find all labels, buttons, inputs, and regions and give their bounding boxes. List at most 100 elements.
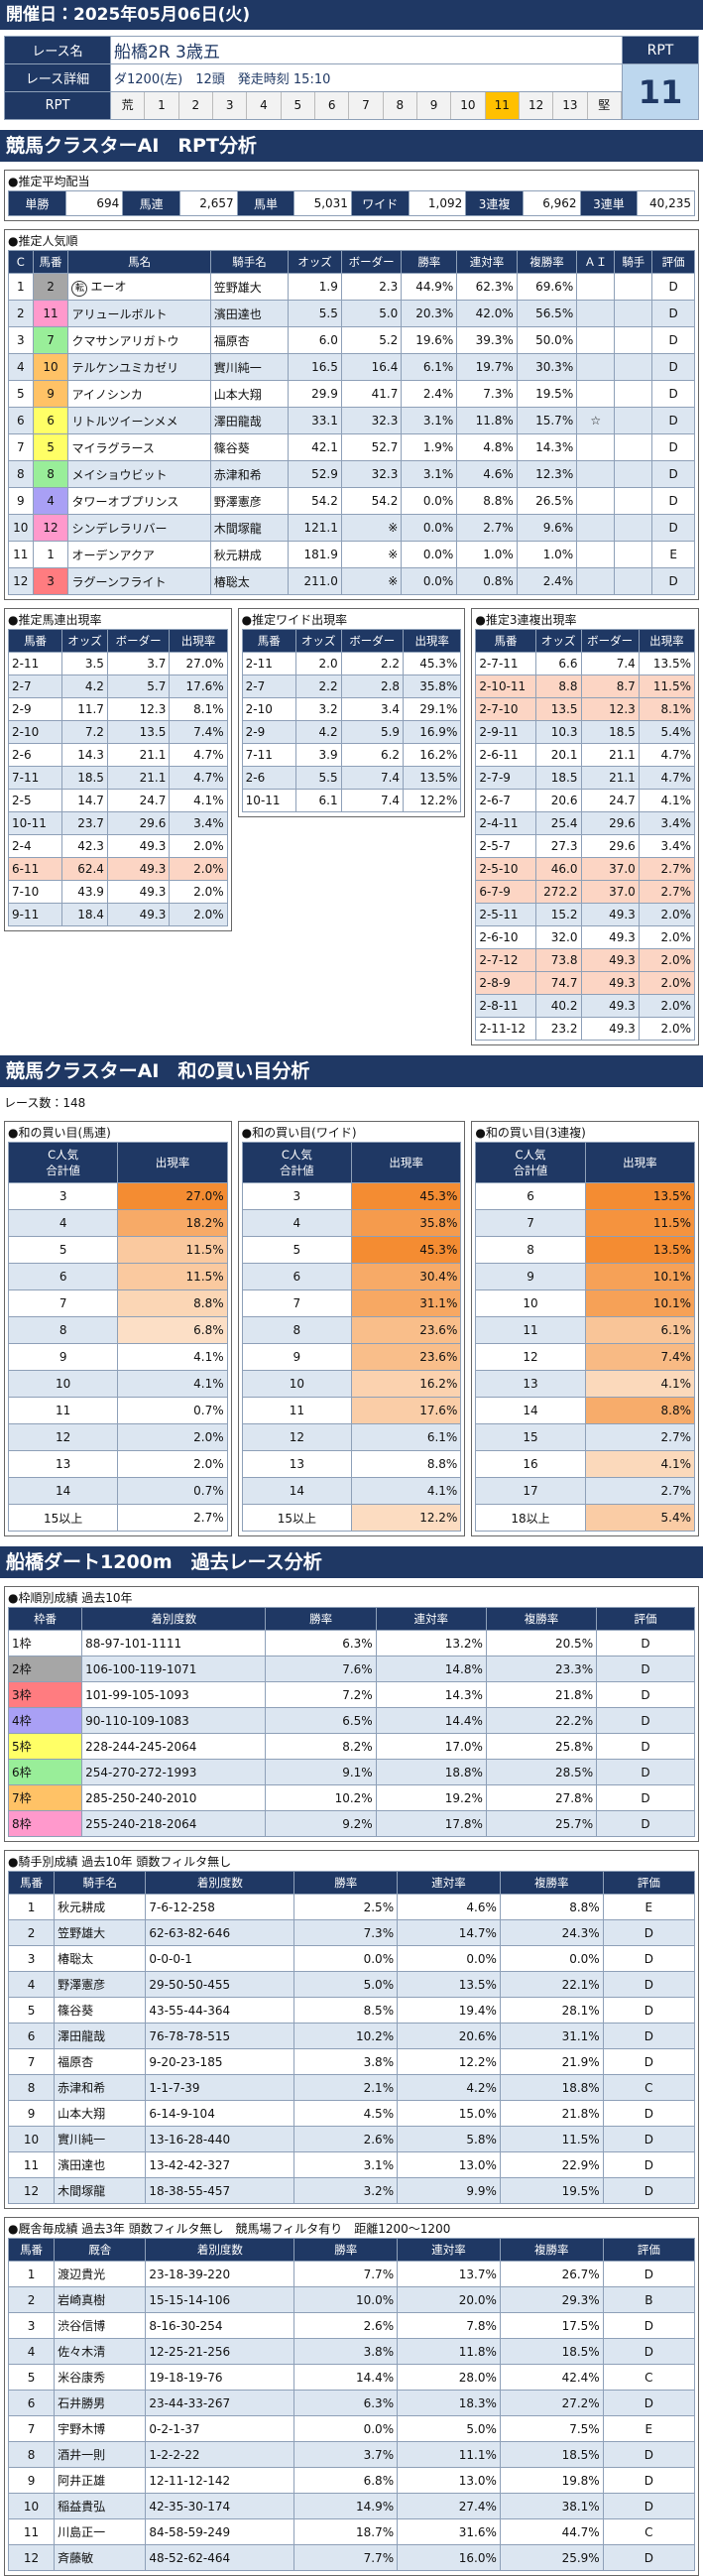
table-row: 9 23.6% bbox=[241, 1343, 462, 1371]
payout-value: 1,092 bbox=[408, 190, 467, 216]
panel: ●推定3連複出現率 馬番 オッズ ボーダー 出現率 2-7-11 6.6 7.4 13.5% 2-… bbox=[471, 608, 700, 1045]
table-cell: 8.8% bbox=[499, 1894, 604, 1920]
table-cell: 2 bbox=[32, 273, 69, 301]
table-cell: 6 bbox=[241, 1263, 353, 1290]
table-cell: 2-10 bbox=[241, 697, 296, 721]
table-row: 9 4 タワーオブプリンス 野澤憲彦 54.2 54.2 0.0% 8.8% 26.5% D bbox=[8, 487, 695, 515]
table-cell: 3.4% bbox=[169, 811, 228, 835]
table-cell: 7 bbox=[475, 1209, 586, 1237]
table-cell bbox=[614, 353, 653, 381]
table-cell: 2-9-11 bbox=[475, 720, 536, 744]
table-cell: 7枠 bbox=[7, 1784, 83, 1811]
table-row: 7 31.1% bbox=[241, 1289, 462, 1317]
table-cell: 2.7% bbox=[584, 1423, 696, 1451]
table-cell: 254-270-272-1993 bbox=[81, 1759, 267, 1785]
table-cell: 2.4% bbox=[401, 380, 458, 408]
table-row: 2-11-12 23.2 49.3 2.0% bbox=[475, 1017, 696, 1041]
table-cell: 12.2% bbox=[397, 2048, 501, 2075]
table-cell: 13-42-42-327 bbox=[145, 2151, 295, 2178]
table-cell: 秋元耕成 bbox=[54, 1894, 147, 1920]
table-cell: ※ bbox=[340, 514, 403, 542]
table-cell: 2-6 bbox=[7, 743, 63, 767]
table-row: 3 渋谷信博 8-16-30-254 2.6% 7.8% 17.5% D bbox=[7, 2312, 696, 2339]
rpt-scale-step: 12 bbox=[519, 92, 554, 119]
table-row: 10-11 6.1 7.4 12.2% bbox=[241, 789, 462, 812]
payout-value: 40,235 bbox=[637, 190, 695, 216]
table-cell: 5.0% bbox=[397, 2415, 501, 2442]
table-row: 18以上 5.4% bbox=[475, 1504, 696, 1532]
table-cell: D bbox=[602, 1945, 696, 1972]
table-cell: 29.1% bbox=[403, 697, 462, 721]
table-cell: 10.2% bbox=[293, 2023, 399, 2049]
table-cell: 13 bbox=[475, 1370, 586, 1398]
table-cell: 1.9% bbox=[401, 433, 458, 461]
race-detail: ダ1200(左) 12頭 発走時刻 15:10 bbox=[110, 63, 623, 92]
table-cell: 12-25-21-256 bbox=[145, 2338, 295, 2365]
data-table: 馬番 オッズ ボーダー 出現率 2-11 3.5 3.7 27.0% 2-7 4.2 5.7 17.6… bbox=[7, 629, 228, 926]
table-cell: 篠谷葵 bbox=[209, 433, 290, 461]
table-cell: 2.7% bbox=[117, 1504, 228, 1532]
table-row: 8 13.5% bbox=[475, 1236, 696, 1264]
column-header: 騎手名 bbox=[54, 1871, 147, 1895]
table-row: 7 宇野木博 0-2-1-37 0.0% 5.0% 7.5% E bbox=[7, 2415, 696, 2442]
payout-value: 6,962 bbox=[522, 190, 581, 216]
data-table: 馬番 オッズ ボーダー 出現率 2-11 2.0 2.2 45.3% 2-7 2.2 2.8 35.8… bbox=[241, 629, 462, 812]
table-cell bbox=[614, 460, 653, 488]
table-cell: 10 bbox=[475, 1289, 586, 1317]
table-row: 7 5 マイラグラース 篠谷葵 42.1 52.7 1.9% 4.8% 14.3% D bbox=[8, 433, 695, 461]
table-cell: 121.1 bbox=[288, 514, 342, 542]
panel: ●和の買い目(3連複) C人気 合計値 出現率 6 13.5% 7 11.5% 8 13.5% 9 1… bbox=[471, 1121, 700, 1536]
table-cell: 2.7% bbox=[638, 880, 696, 904]
table-cell: 5.9 bbox=[340, 720, 405, 744]
table-row: 14 0.7% bbox=[7, 1477, 228, 1505]
table-cell: 2.8 bbox=[340, 675, 405, 698]
table-cell: D bbox=[596, 1656, 695, 1682]
table-row: 10 4.1% bbox=[7, 1370, 228, 1398]
table-row: 4 10 テルケンユミカゼリ 實川純一 16.5 16.4 6.1% 19.7% 30.3% D bbox=[8, 353, 695, 381]
table-cell bbox=[576, 273, 616, 301]
table-cell: 18以上 bbox=[475, 1504, 586, 1532]
table-cell: 18.8% bbox=[499, 2074, 604, 2101]
table-cell: 11.8% bbox=[397, 2338, 501, 2365]
rpt-scale-step: 1 bbox=[145, 92, 179, 119]
payout-name: 3連複 bbox=[465, 190, 524, 216]
payout-row: 単勝 694 馬連 2,657 馬単 5,031 ワイド 1,092 3連複 6,962 3連単 40… bbox=[8, 190, 695, 216]
table-cell: D bbox=[596, 1681, 695, 1708]
column-header: 出現率 bbox=[584, 1142, 696, 1183]
header-row: 枠番 着別度数 勝率 連対率 複勝率 評価 bbox=[7, 1607, 695, 1631]
table-cell: アイノシンカ bbox=[67, 380, 211, 408]
table-cell: 7 bbox=[7, 2048, 56, 2075]
column-header: 複勝率 bbox=[499, 2238, 604, 2262]
rpt-section: ●推定平均配当 単勝 694 馬連 2,657 馬単 5,031 ワイド 1,092 3連複 6,9… bbox=[4, 170, 699, 600]
table-cell: 14 bbox=[7, 1477, 119, 1505]
table-cell: ☆ bbox=[576, 407, 616, 434]
table-cell: 7 bbox=[241, 1289, 353, 1317]
table-cell: 21.1 bbox=[106, 743, 171, 767]
table-cell: 106-100-119-1071 bbox=[81, 1656, 267, 1682]
table-cell: D bbox=[596, 1810, 695, 1837]
table-cell: 0.7% bbox=[117, 1397, 228, 1424]
table-row: 5 11.5% bbox=[7, 1236, 228, 1264]
table-cell: D bbox=[602, 2261, 696, 2287]
table-cell: D bbox=[651, 353, 695, 381]
table-cell: 18.4 bbox=[61, 903, 108, 926]
table-cell: 木間塚龍 bbox=[54, 2177, 147, 2204]
table-cell: 4 bbox=[32, 487, 69, 515]
table-cell: 0.0% bbox=[293, 1945, 399, 1972]
table-cell: D bbox=[651, 487, 695, 515]
table-cell: 15.7% bbox=[516, 407, 578, 434]
table-cell: 101-99-105-1093 bbox=[81, 1681, 267, 1708]
rpt-scale-step: 2 bbox=[178, 92, 213, 119]
table-cell: 2.3 bbox=[340, 273, 403, 301]
table-cell: 7-11 bbox=[7, 766, 63, 790]
table-cell: ラグーンフライト bbox=[67, 567, 211, 595]
table-row: 8 赤津和希 1-1-7-39 2.1% 4.2% 18.8% C bbox=[7, 2074, 696, 2101]
table-cell: 8-16-30-254 bbox=[145, 2312, 295, 2339]
table-cell: 澤田龍哉 bbox=[54, 2023, 147, 2049]
table-cell: 2.2 bbox=[340, 652, 405, 675]
table-cell: 1.0% bbox=[456, 541, 518, 568]
payout-name: 単勝 bbox=[8, 190, 66, 216]
table-cell: 26.7% bbox=[499, 2261, 604, 2287]
table-cell: 宇野木博 bbox=[54, 2415, 147, 2442]
